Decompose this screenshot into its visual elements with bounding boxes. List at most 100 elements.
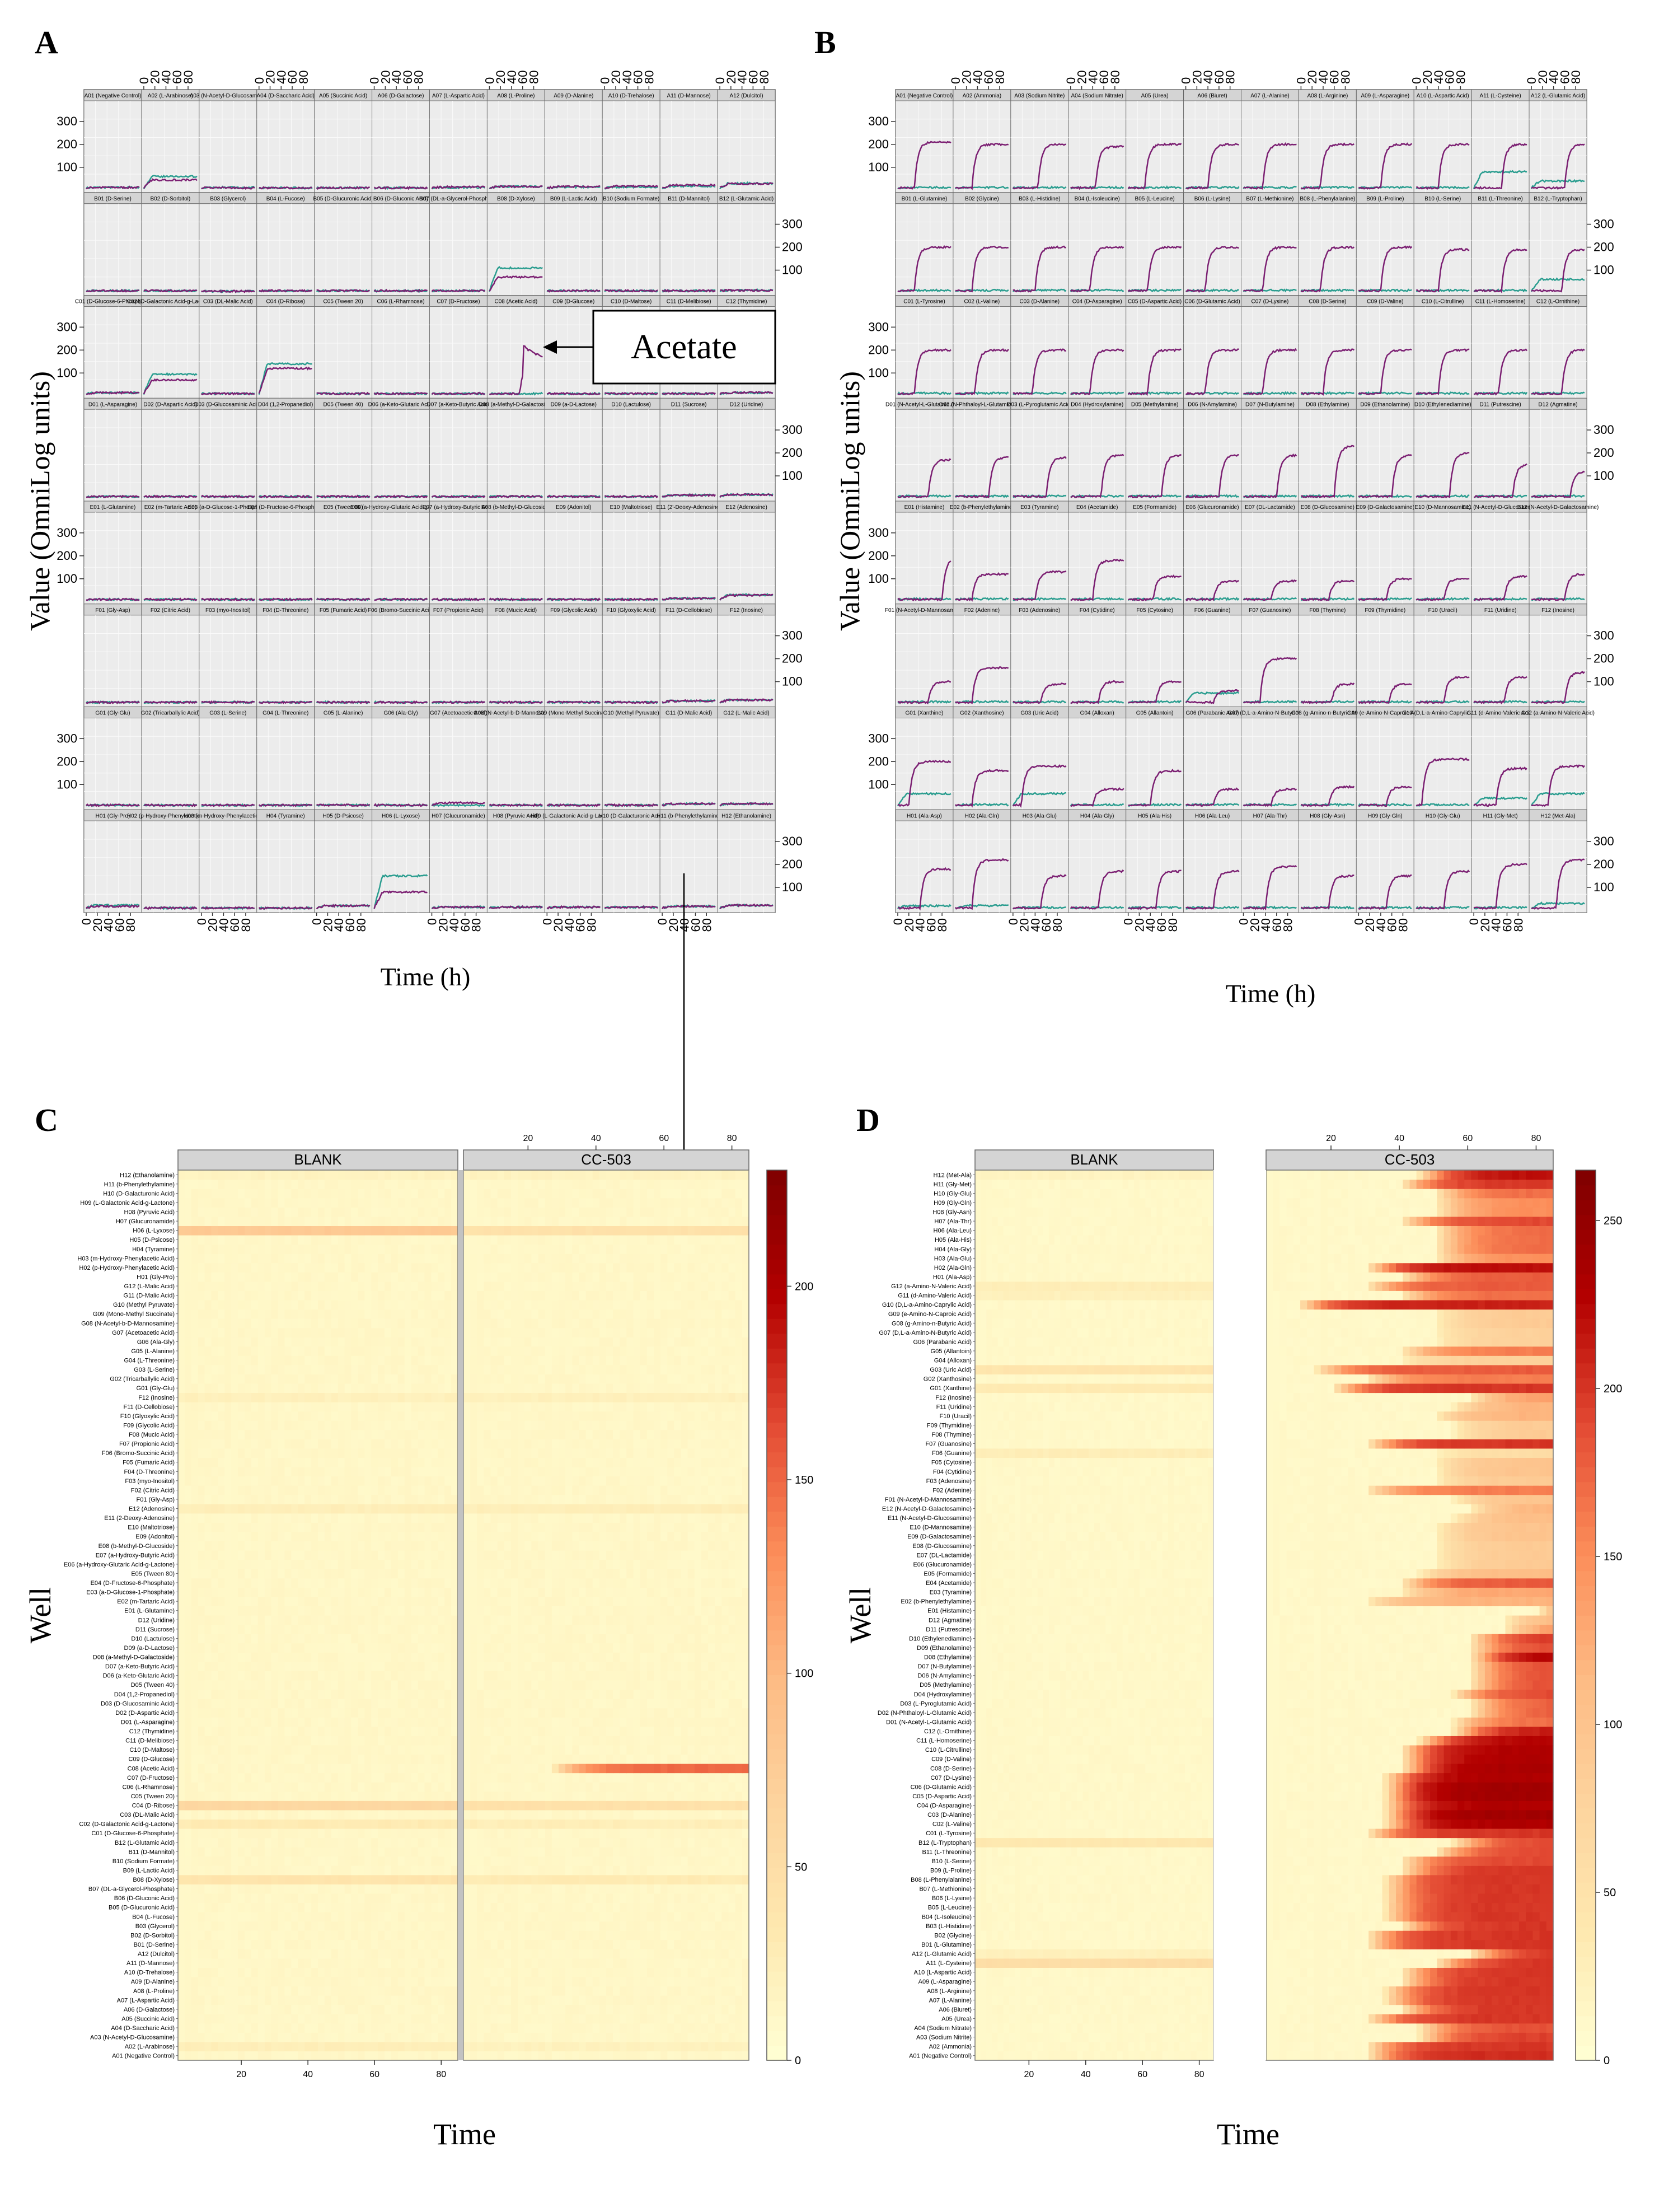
heat-cell-blank — [238, 1680, 245, 1690]
well-panel: E08 (b-Methyl-D-Glucoside) — [481, 501, 551, 605]
heat-cell-blank — [224, 1652, 232, 1662]
heat-cell-blank — [431, 1680, 438, 1690]
well-panel: B12 (L-Glutamic Acid) — [717, 192, 776, 296]
well-panel: H09 (Gly-Gln) — [1356, 809, 1414, 913]
heat-cell-blank — [211, 1708, 218, 1718]
heat-cell-blank — [278, 1949, 285, 1959]
y-tick-label: 200 — [782, 446, 803, 460]
heat-cell-blank — [431, 1939, 438, 1949]
heat-cell-blank — [211, 2004, 218, 2014]
plot-area — [1068, 306, 1127, 399]
heat-cell-blank — [291, 1828, 298, 1839]
well-label: A12 (Dulcitol) — [730, 93, 763, 99]
heat-cell-blank — [451, 1764, 458, 1774]
heat-cell-blank — [371, 1986, 378, 1996]
heat-cell-blank — [424, 1856, 432, 1866]
x-tick-label: 60 — [285, 71, 299, 84]
well-label: B05 (D-Glucuronic Acid) — [313, 196, 373, 202]
x-tick-label: 80 — [1569, 71, 1583, 84]
x-tick-label: 40 — [735, 71, 749, 84]
heat-cell-blank — [191, 1939, 199, 1949]
heat-cell-blank — [278, 2051, 285, 2061]
heat-cell-blank — [178, 1736, 185, 1746]
heat-cell-blank — [251, 1661, 259, 1671]
heat-cell-blank — [378, 1921, 385, 1931]
heat-cell-blank — [257, 1967, 265, 1977]
cc503-series-line — [1415, 452, 1470, 499]
heat-cell-blank — [304, 1661, 312, 1671]
heat-cell-blank — [278, 1828, 285, 1839]
heat-cell-blank — [424, 1893, 432, 1904]
well-label: B06 (L-Lysine) — [1194, 196, 1231, 202]
heat-cell-blank — [264, 1634, 272, 1644]
heat-cell-blank — [231, 1809, 238, 1820]
heat-cell-blank — [211, 1949, 218, 1959]
heat-cell-blank — [231, 1661, 238, 1671]
heat-cell-blank — [318, 1689, 325, 1699]
heat-cell-blank — [431, 1652, 438, 1662]
y-tick-label: 100 — [782, 675, 803, 689]
heat-cell-blank — [444, 1819, 452, 1829]
heat-cell-blank — [371, 1773, 378, 1783]
heat-cell-blank — [291, 1745, 298, 1755]
well-panel: A04 (D-Saccharic Acid) — [256, 89, 315, 193]
heat-cell-blank — [364, 1754, 372, 1764]
heat-cell-blank — [324, 1689, 332, 1699]
heat-cell-blank — [224, 1949, 232, 1959]
heat-cell-blank — [304, 1893, 312, 1904]
well-panel: A03 (Sodium Nitrite) — [1010, 89, 1069, 193]
heat-cell-blank — [364, 1837, 372, 1848]
heat-cell-blank — [304, 1902, 312, 1912]
y-tick-label: 200 — [1593, 652, 1614, 666]
heat-cell-blank — [311, 1764, 318, 1774]
plot-area — [1068, 615, 1127, 707]
heat-cell-blank — [364, 1902, 372, 1912]
heat-cell-blank — [378, 1754, 385, 1764]
heat-cell-blank — [391, 1837, 399, 1848]
heat-cell-blank — [257, 1624, 265, 1634]
heat-cell-blank — [271, 1643, 279, 1653]
heat-cell-blank — [284, 2041, 292, 2052]
well-label: D11 (Sucrose) — [671, 401, 707, 408]
heat-cell-blank — [324, 1643, 332, 1653]
well-label: E06 (Glucuronamide) — [1186, 504, 1239, 511]
heat-cell-blank — [251, 1782, 259, 1792]
heat-cell-blank — [338, 1856, 345, 1866]
heat-cell-blank — [311, 1634, 318, 1644]
well-panel: F11 (D-Cellobiose) — [659, 604, 718, 707]
blank-series-line — [143, 174, 198, 189]
heat-cell-blank — [371, 1754, 378, 1764]
heat-cell-blank — [411, 1661, 419, 1671]
cc503-series-line — [1127, 348, 1182, 396]
heat-cell-blank — [331, 1634, 339, 1644]
heat-cell-blank — [364, 1819, 372, 1829]
plot-area — [372, 615, 430, 707]
heat-cell-blank — [257, 1689, 265, 1699]
heat-cell-blank — [178, 1949, 185, 1959]
heat-cell-blank — [218, 1884, 225, 1894]
heat-cell-blank — [424, 1930, 432, 1940]
cc503-series-line — [143, 378, 198, 395]
plot-area — [544, 409, 603, 502]
heat-cell-blank — [211, 1986, 218, 1996]
heat-cell-blank — [204, 1726, 212, 1736]
heat-cell-blank — [404, 1699, 412, 1709]
well-label: G08 (N-Acetyl-b-D-Mannosamine) — [474, 710, 559, 717]
heat-cell-blank — [198, 1634, 205, 1644]
heat-cell-blank — [231, 1643, 238, 1653]
well-panel: C08 (D-Serine) — [1298, 295, 1357, 399]
plot-area — [717, 615, 776, 707]
plot-area — [953, 615, 1011, 707]
heat-cell-blank — [331, 1726, 339, 1736]
heat-cell-blank — [238, 1819, 245, 1829]
cc503-series-line — [1415, 577, 1470, 601]
heat-cell-blank — [251, 2051, 259, 2061]
heat-cell-blank — [338, 1921, 345, 1931]
heat-cell-blank — [397, 1689, 405, 1699]
heat-cell-blank — [191, 1819, 199, 1829]
y-tick-label: 100 — [782, 469, 803, 483]
heat-cell-blank — [391, 1986, 399, 1996]
heat-cell-blank — [271, 2023, 279, 2033]
well-label: F02 (Citric Acid) — [151, 607, 190, 614]
heat-cell-blank — [344, 1754, 352, 1764]
